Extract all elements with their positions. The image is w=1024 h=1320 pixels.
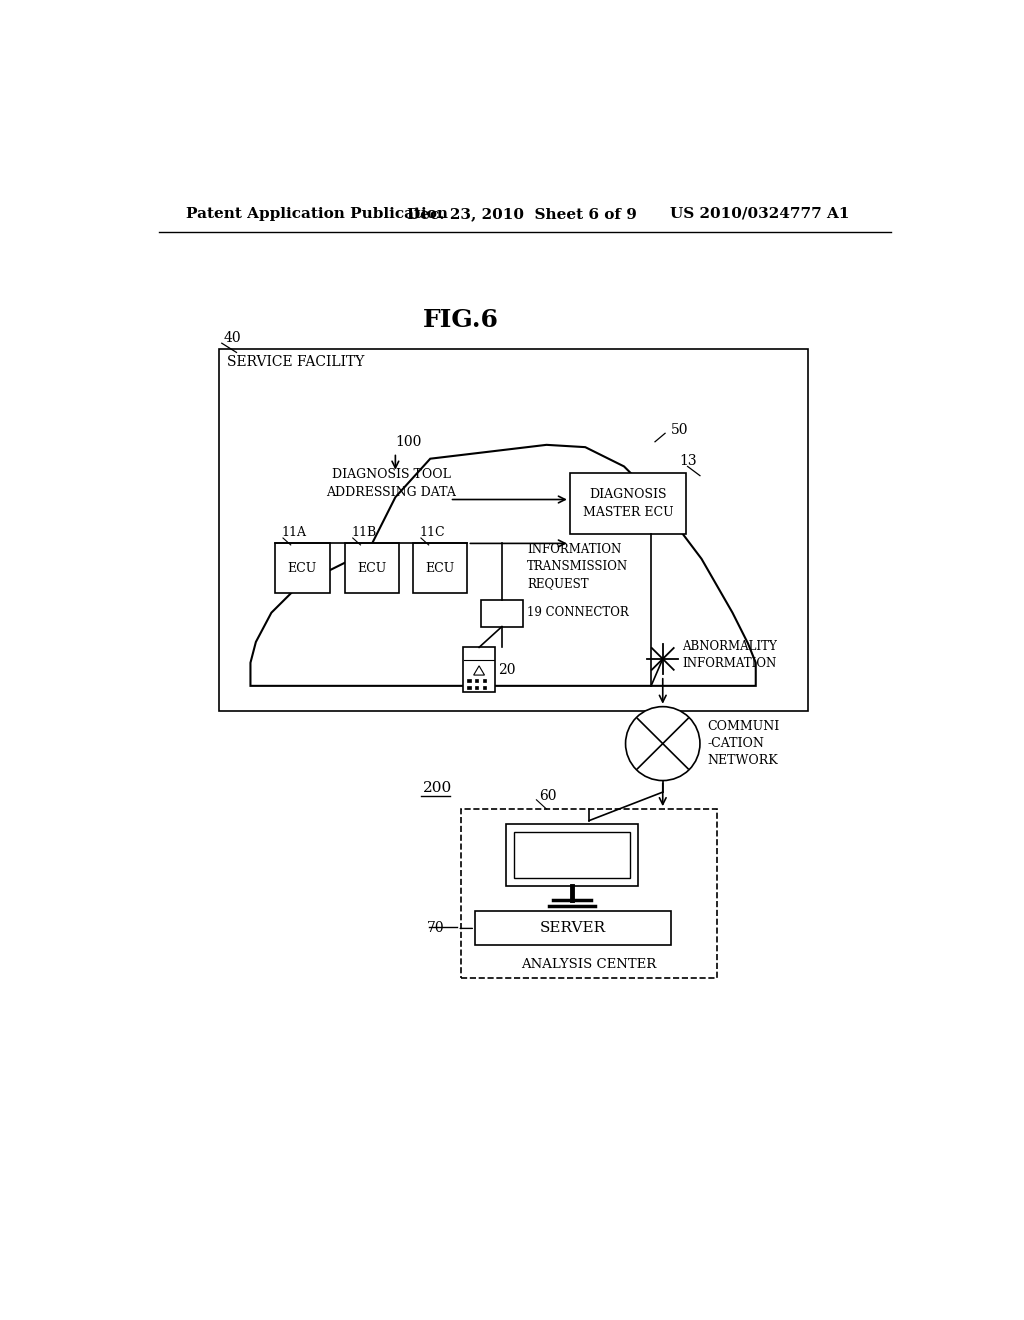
Text: SERVICE FACILITY: SERVICE FACILITY: [227, 355, 365, 370]
Bar: [275, 544, 330, 594]
Text: 200: 200: [423, 781, 452, 795]
Bar: [483, 678, 486, 682]
Text: US 2010/0324777 A1: US 2010/0324777 A1: [671, 207, 850, 220]
Text: Patent Application Publication: Patent Application Publication: [186, 207, 449, 220]
Text: 13: 13: [680, 454, 697, 469]
Text: ANALYSIS CENTER: ANALYSIS CENTER: [521, 958, 656, 972]
Text: 50: 50: [671, 424, 688, 437]
Bar: [483, 686, 486, 689]
Text: DIAGNOSIS
MASTER ECU: DIAGNOSIS MASTER ECU: [583, 488, 673, 519]
Text: 11B: 11B: [351, 527, 377, 539]
Bar: [414, 544, 467, 594]
Text: 19 CONNECTOR: 19 CONNECTOR: [527, 606, 629, 619]
Bar: [514, 832, 630, 878]
Text: DIAGNOSIS TOOL
ADDRESSING DATA: DIAGNOSIS TOOL ADDRESSING DATA: [327, 467, 457, 499]
Polygon shape: [251, 445, 756, 686]
Bar: [506, 825, 638, 886]
Text: Dec. 23, 2010  Sheet 6 of 9: Dec. 23, 2010 Sheet 6 of 9: [407, 207, 637, 220]
Text: ECU: ECU: [357, 562, 387, 576]
Text: 60: 60: [539, 789, 556, 803]
Text: 11A: 11A: [282, 527, 306, 539]
Text: 40: 40: [223, 331, 241, 345]
Bar: [467, 678, 471, 682]
Text: INFORMATION
TRANSMISSION
REQUEST: INFORMATION TRANSMISSION REQUEST: [527, 543, 629, 590]
Bar: [569, 473, 686, 535]
Bar: [463, 647, 496, 692]
Bar: [219, 350, 809, 711]
Bar: [475, 686, 478, 689]
Bar: [475, 678, 478, 682]
Text: 20: 20: [499, 663, 516, 677]
Bar: [475, 911, 671, 945]
Text: 100: 100: [395, 434, 422, 449]
Text: ECU: ECU: [288, 562, 317, 576]
Bar: [461, 809, 717, 978]
Text: 11C: 11C: [420, 527, 445, 539]
Text: ECU: ECU: [426, 562, 455, 576]
Text: 70: 70: [426, 921, 444, 936]
Text: ABNORMALITY
INFORMATION: ABNORMALITY INFORMATION: [682, 640, 777, 671]
Text: SERVER: SERVER: [540, 921, 606, 936]
Bar: [480, 599, 523, 627]
Bar: [345, 544, 399, 594]
Circle shape: [626, 706, 700, 780]
Text: FIG.6: FIG.6: [423, 308, 499, 333]
Text: COMMUNI
-CATION
NETWORK: COMMUNI -CATION NETWORK: [708, 721, 780, 767]
Bar: [467, 686, 471, 689]
